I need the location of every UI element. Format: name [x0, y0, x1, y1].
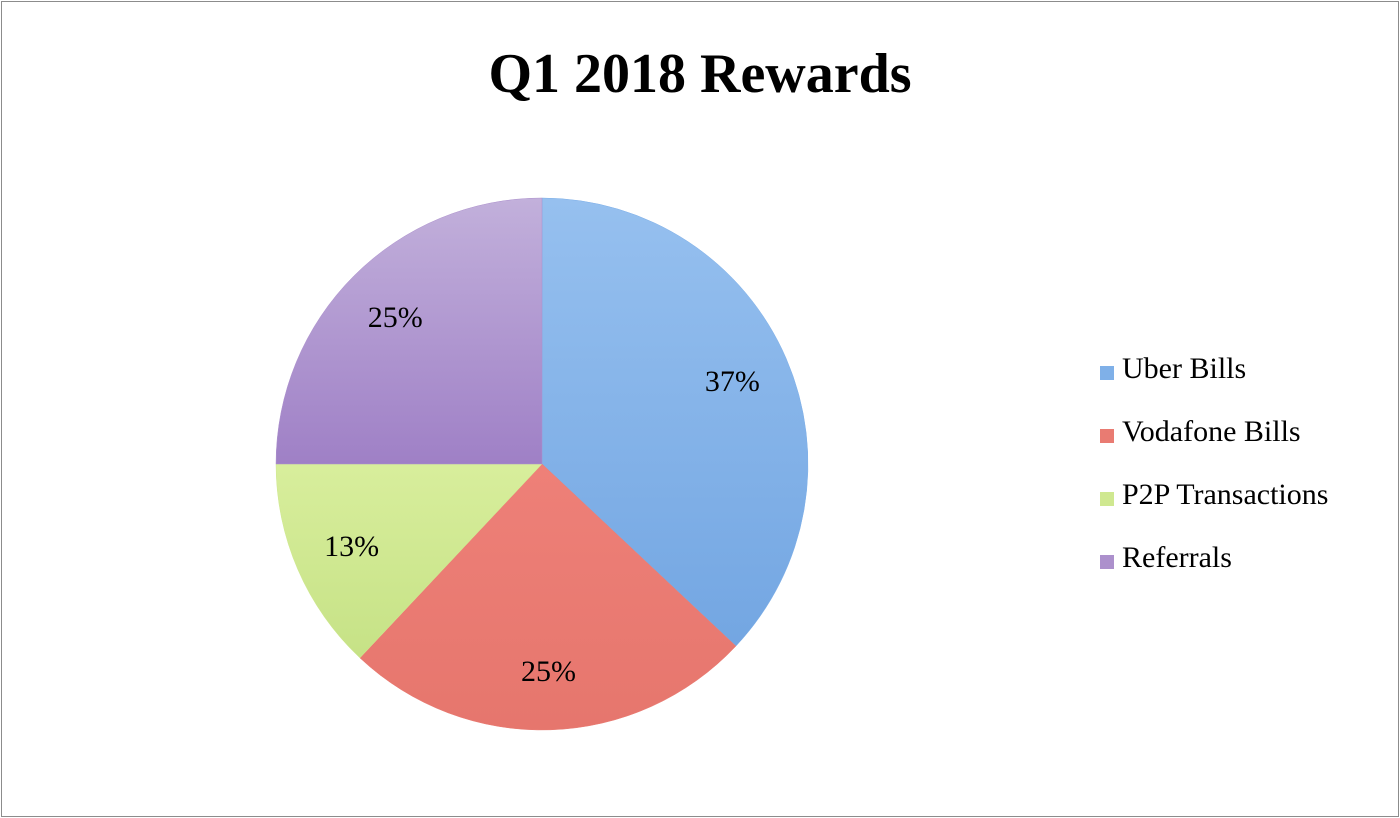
legend-label-uber-bills: Uber Bills	[1122, 352, 1247, 385]
legend-swatch-uber-bills	[1100, 366, 1114, 380]
legend-swatch-vodafone-bills	[1100, 429, 1114, 443]
legend-swatch-p2p-transactions	[1100, 492, 1114, 506]
chart-title: Q1 2018 Rewards	[488, 43, 912, 105]
pie-slice-p2p-transactions	[275, 463, 543, 659]
pie-slice-uber-bills	[541, 197, 809, 647]
legend-swatch-referrals	[1100, 555, 1114, 569]
legend-label-p2p-transactions: P2P Transactions	[1122, 478, 1329, 511]
legend-label-vodafone-bills: Vodafone Bills	[1122, 415, 1301, 448]
pie-slice-vodafone-bills	[359, 463, 737, 731]
slice-label-referrals: 25%	[368, 301, 423, 334]
slice-label-p2p-transactions: 13%	[324, 530, 379, 563]
slice-label-uber-bills: 37%	[705, 365, 760, 398]
slice-label-vodafone-bills: 25%	[521, 655, 576, 688]
pie-slice-referrals	[275, 197, 543, 465]
legend-label-referrals: Referrals	[1122, 541, 1232, 574]
